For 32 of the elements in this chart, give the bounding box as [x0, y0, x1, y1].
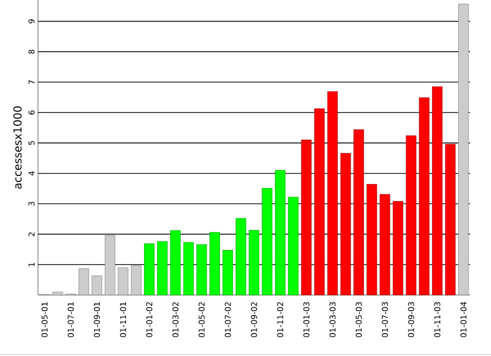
bar: [196, 244, 207, 296]
bar: [262, 188, 272, 296]
bar: [52, 292, 63, 296]
bar: [301, 140, 312, 296]
bar: [92, 276, 102, 296]
bar: [288, 196, 298, 296]
bar: [418, 97, 430, 296]
bar: [78, 268, 90, 296]
bar: [104, 235, 116, 296]
bar: [406, 135, 416, 296]
bar: [170, 230, 181, 296]
bar: [118, 267, 128, 296]
bar: [314, 108, 325, 296]
bar: [144, 243, 154, 296]
bar: [210, 232, 220, 296]
bar: [392, 201, 404, 296]
bar: [236, 218, 246, 296]
bar: [354, 129, 364, 296]
y-axis-title: accessesx1000: [13, 106, 22, 189]
bar: [130, 265, 142, 296]
bar: [340, 153, 351, 296]
bar: [366, 184, 378, 296]
bar: [432, 86, 442, 296]
bar: [248, 230, 260, 296]
bar: [157, 241, 168, 296]
bar: [458, 4, 469, 296]
bar: [380, 194, 390, 296]
bar: [445, 144, 456, 296]
bar: [183, 242, 194, 296]
bar: [274, 170, 286, 296]
bar: [222, 250, 234, 296]
bar: [327, 91, 338, 296]
